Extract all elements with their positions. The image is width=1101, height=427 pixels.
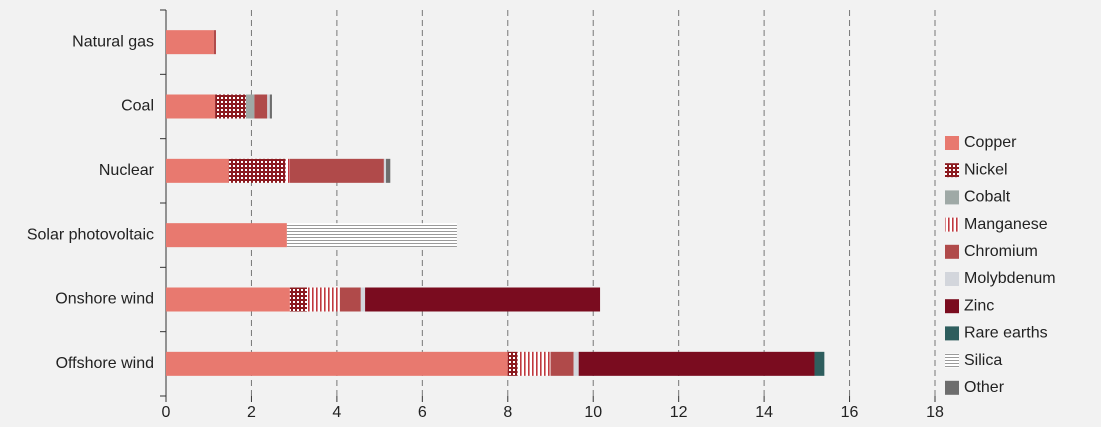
bar-segment xyxy=(289,287,307,312)
legend-label: Nickel xyxy=(964,161,1008,178)
x-tick-label: 0 xyxy=(162,404,171,421)
legend-label: Zinc xyxy=(964,297,994,314)
x-tick-label: 14 xyxy=(755,404,773,421)
bar-segment xyxy=(578,351,815,376)
bar-segment xyxy=(517,351,551,376)
legend-swatch xyxy=(945,244,959,259)
bar-segment xyxy=(360,287,366,312)
x-tick-label: 6 xyxy=(418,404,427,421)
bar-segment xyxy=(166,287,290,312)
bar-segment xyxy=(814,351,825,376)
bar-segment xyxy=(166,94,216,119)
x-tick-label: 18 xyxy=(926,404,944,421)
bar-segment xyxy=(573,351,579,376)
bar-segment xyxy=(339,287,361,312)
y-tick-label: Coal xyxy=(121,98,154,115)
bar-segment xyxy=(166,223,287,248)
bar-segment xyxy=(286,223,457,248)
legend-swatch xyxy=(945,190,959,205)
x-tick-label: 12 xyxy=(670,404,688,421)
legend-label: Molybdenum xyxy=(964,270,1056,287)
bar-segment xyxy=(550,351,574,376)
bar-segment xyxy=(507,351,518,376)
bar-segment xyxy=(289,158,384,183)
bar-segment xyxy=(228,158,286,183)
legend-label: Chromium xyxy=(964,243,1038,260)
legend-swatch xyxy=(945,163,959,178)
bar-segment xyxy=(386,158,391,183)
bar-segment xyxy=(213,30,216,55)
bar-segment xyxy=(166,351,508,376)
x-tick-label: 2 xyxy=(247,404,256,421)
bar-segment xyxy=(215,94,246,119)
y-tick-label: Offshore wind xyxy=(56,355,154,372)
y-tick-label: Solar photovoltaic xyxy=(27,226,154,243)
y-tick-label: Natural gas xyxy=(72,33,154,50)
bar-segment xyxy=(254,94,268,119)
legend-swatch xyxy=(945,217,959,232)
bar-segment xyxy=(245,94,255,119)
bar-segment xyxy=(383,158,387,183)
bar-segment xyxy=(267,94,270,119)
legend-swatch xyxy=(945,326,959,341)
y-tick-label: Nuclear xyxy=(99,162,155,179)
x-tick-label: 10 xyxy=(584,404,602,421)
legend-label: Copper xyxy=(964,134,1017,151)
bar-segment xyxy=(166,30,214,55)
legend-label: Other xyxy=(964,379,1005,396)
bar-segment xyxy=(166,158,229,183)
legend-label: Silica xyxy=(964,352,1002,369)
legend-swatch xyxy=(945,380,959,395)
legend-label: Cobalt xyxy=(964,189,1011,206)
bar-segment xyxy=(306,287,340,312)
bar-segment xyxy=(285,158,290,183)
legend-label: Rare earths xyxy=(964,325,1048,342)
x-tick-label: 4 xyxy=(332,404,341,421)
legend-swatch xyxy=(945,272,959,286)
legend-swatch xyxy=(945,353,959,368)
y-tick-label: Onshore wind xyxy=(55,291,154,308)
x-tick-label: 8 xyxy=(503,404,512,421)
bar-segment xyxy=(365,287,601,312)
legend-label: Manganese xyxy=(964,216,1048,233)
bar-segment xyxy=(269,94,272,119)
x-tick-label: 16 xyxy=(841,404,859,421)
legend-swatch xyxy=(945,136,959,150)
legend-swatch xyxy=(945,299,959,314)
